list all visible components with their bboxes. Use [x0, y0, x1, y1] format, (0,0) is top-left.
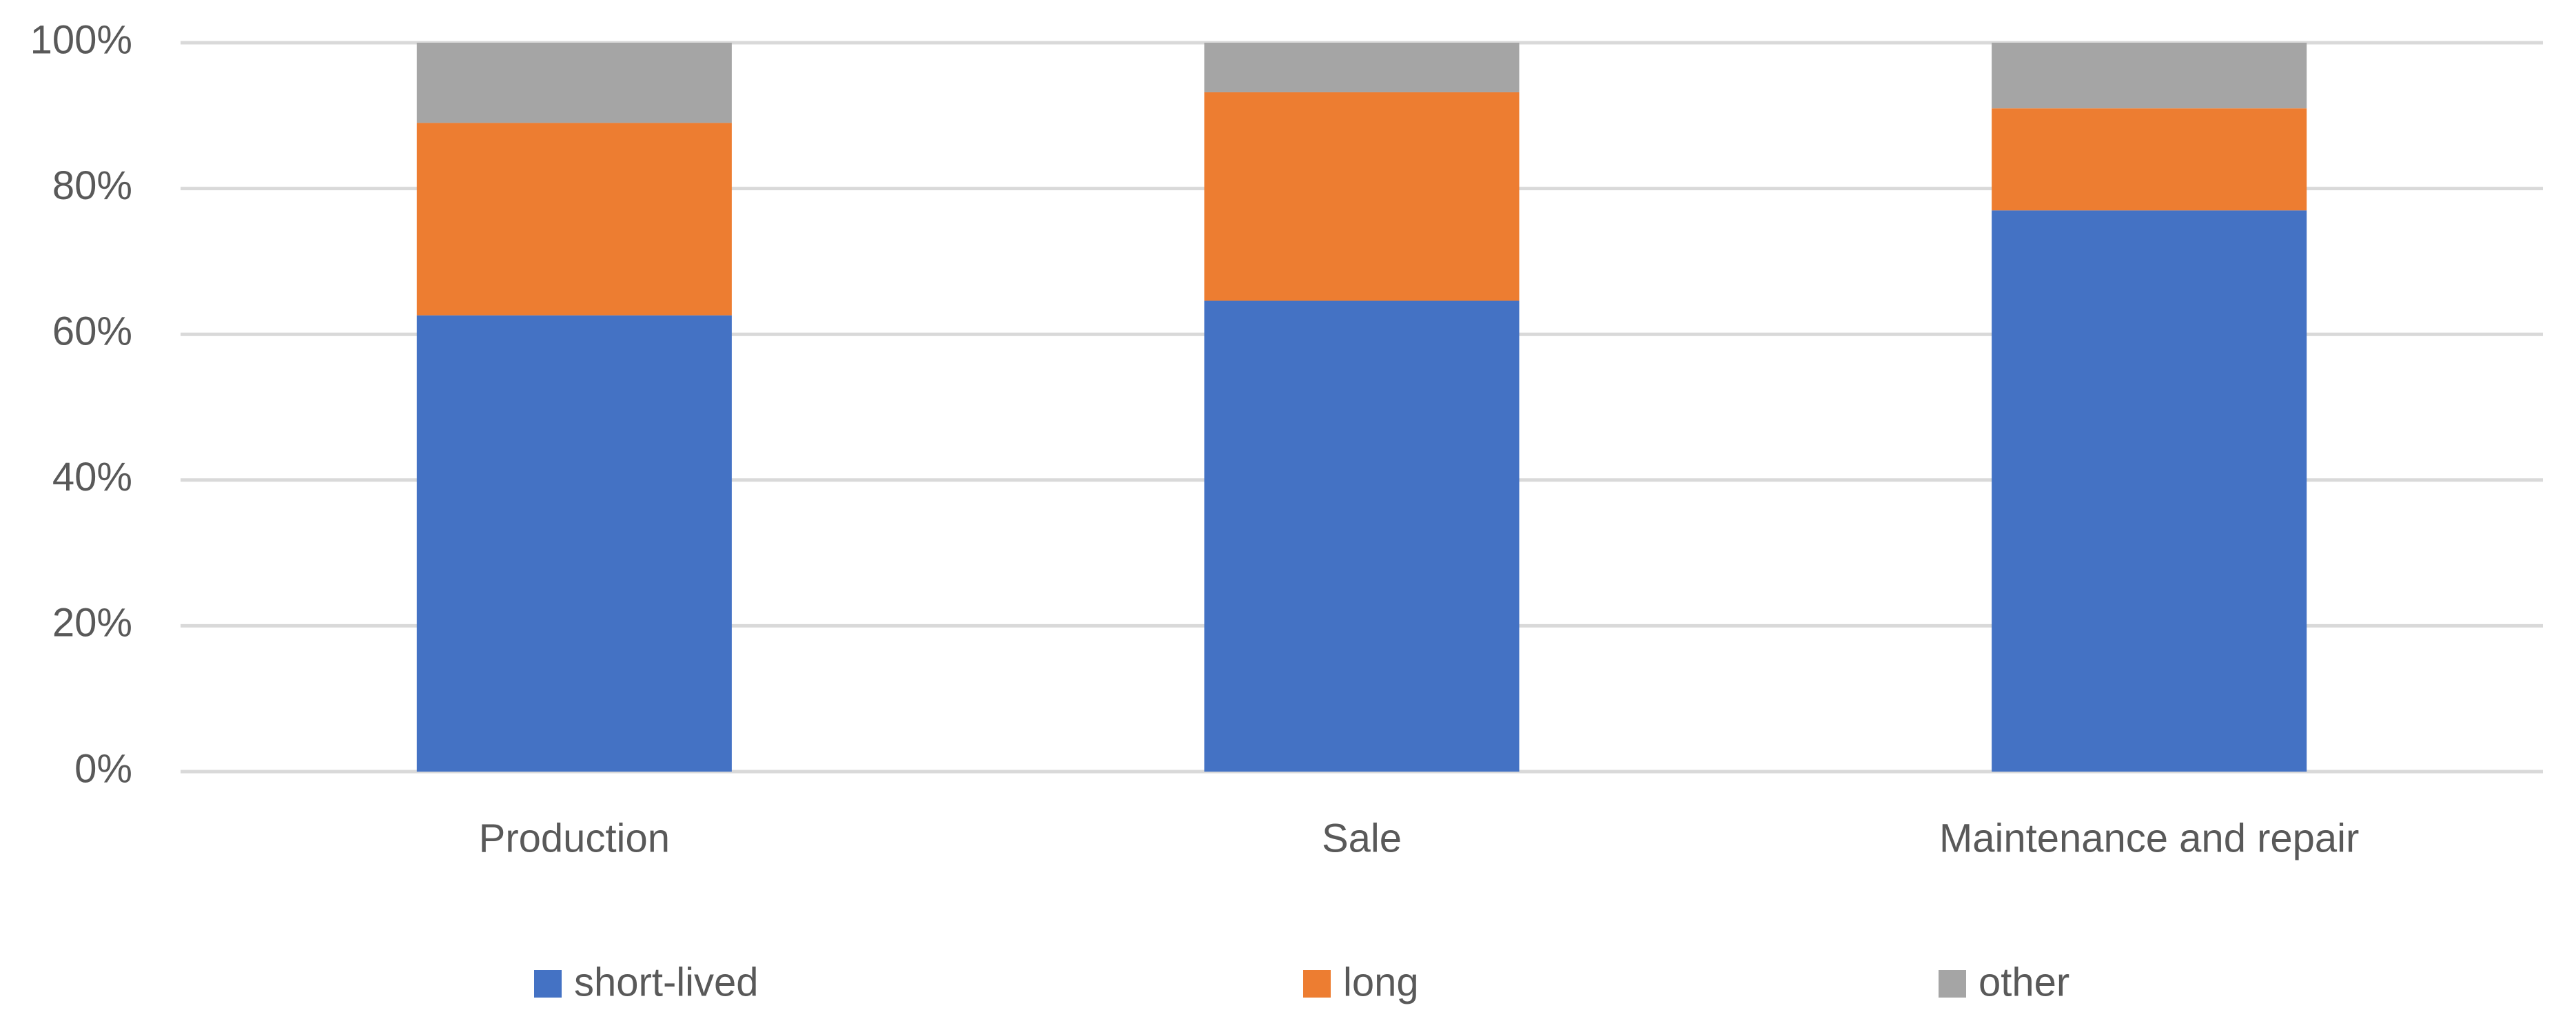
legend-swatch [1939, 970, 1966, 998]
legend-label: short-lived [574, 960, 759, 1004]
legend-swatch [1303, 970, 1331, 998]
bar-segment [1992, 43, 2307, 109]
legend-label: long [1343, 960, 1419, 1004]
y-tick-label: 0% [74, 746, 132, 791]
legend-swatch [534, 970, 562, 998]
legend-label: other [1979, 960, 2069, 1004]
y-tick-label: 100% [30, 17, 132, 62]
bar-segment [416, 43, 732, 123]
y-tick-label: 60% [52, 309, 132, 354]
x-tick-label: Maintenance and repair [1939, 816, 2359, 860]
bar-segment [1204, 300, 1520, 772]
bar-segment [1992, 210, 2307, 772]
y-tick-label: 80% [52, 163, 132, 208]
bar-segment [1992, 108, 2307, 211]
bar-segment [416, 315, 732, 772]
bar-segment [1204, 92, 1520, 301]
x-tick-label: Sale [1322, 816, 1402, 860]
bar-segment [416, 123, 732, 316]
y-tick-label: 20% [52, 601, 132, 646]
y-tick-label: 40% [52, 455, 132, 499]
x-tick-label: Production [479, 816, 670, 860]
bar-segment [1204, 43, 1520, 92]
